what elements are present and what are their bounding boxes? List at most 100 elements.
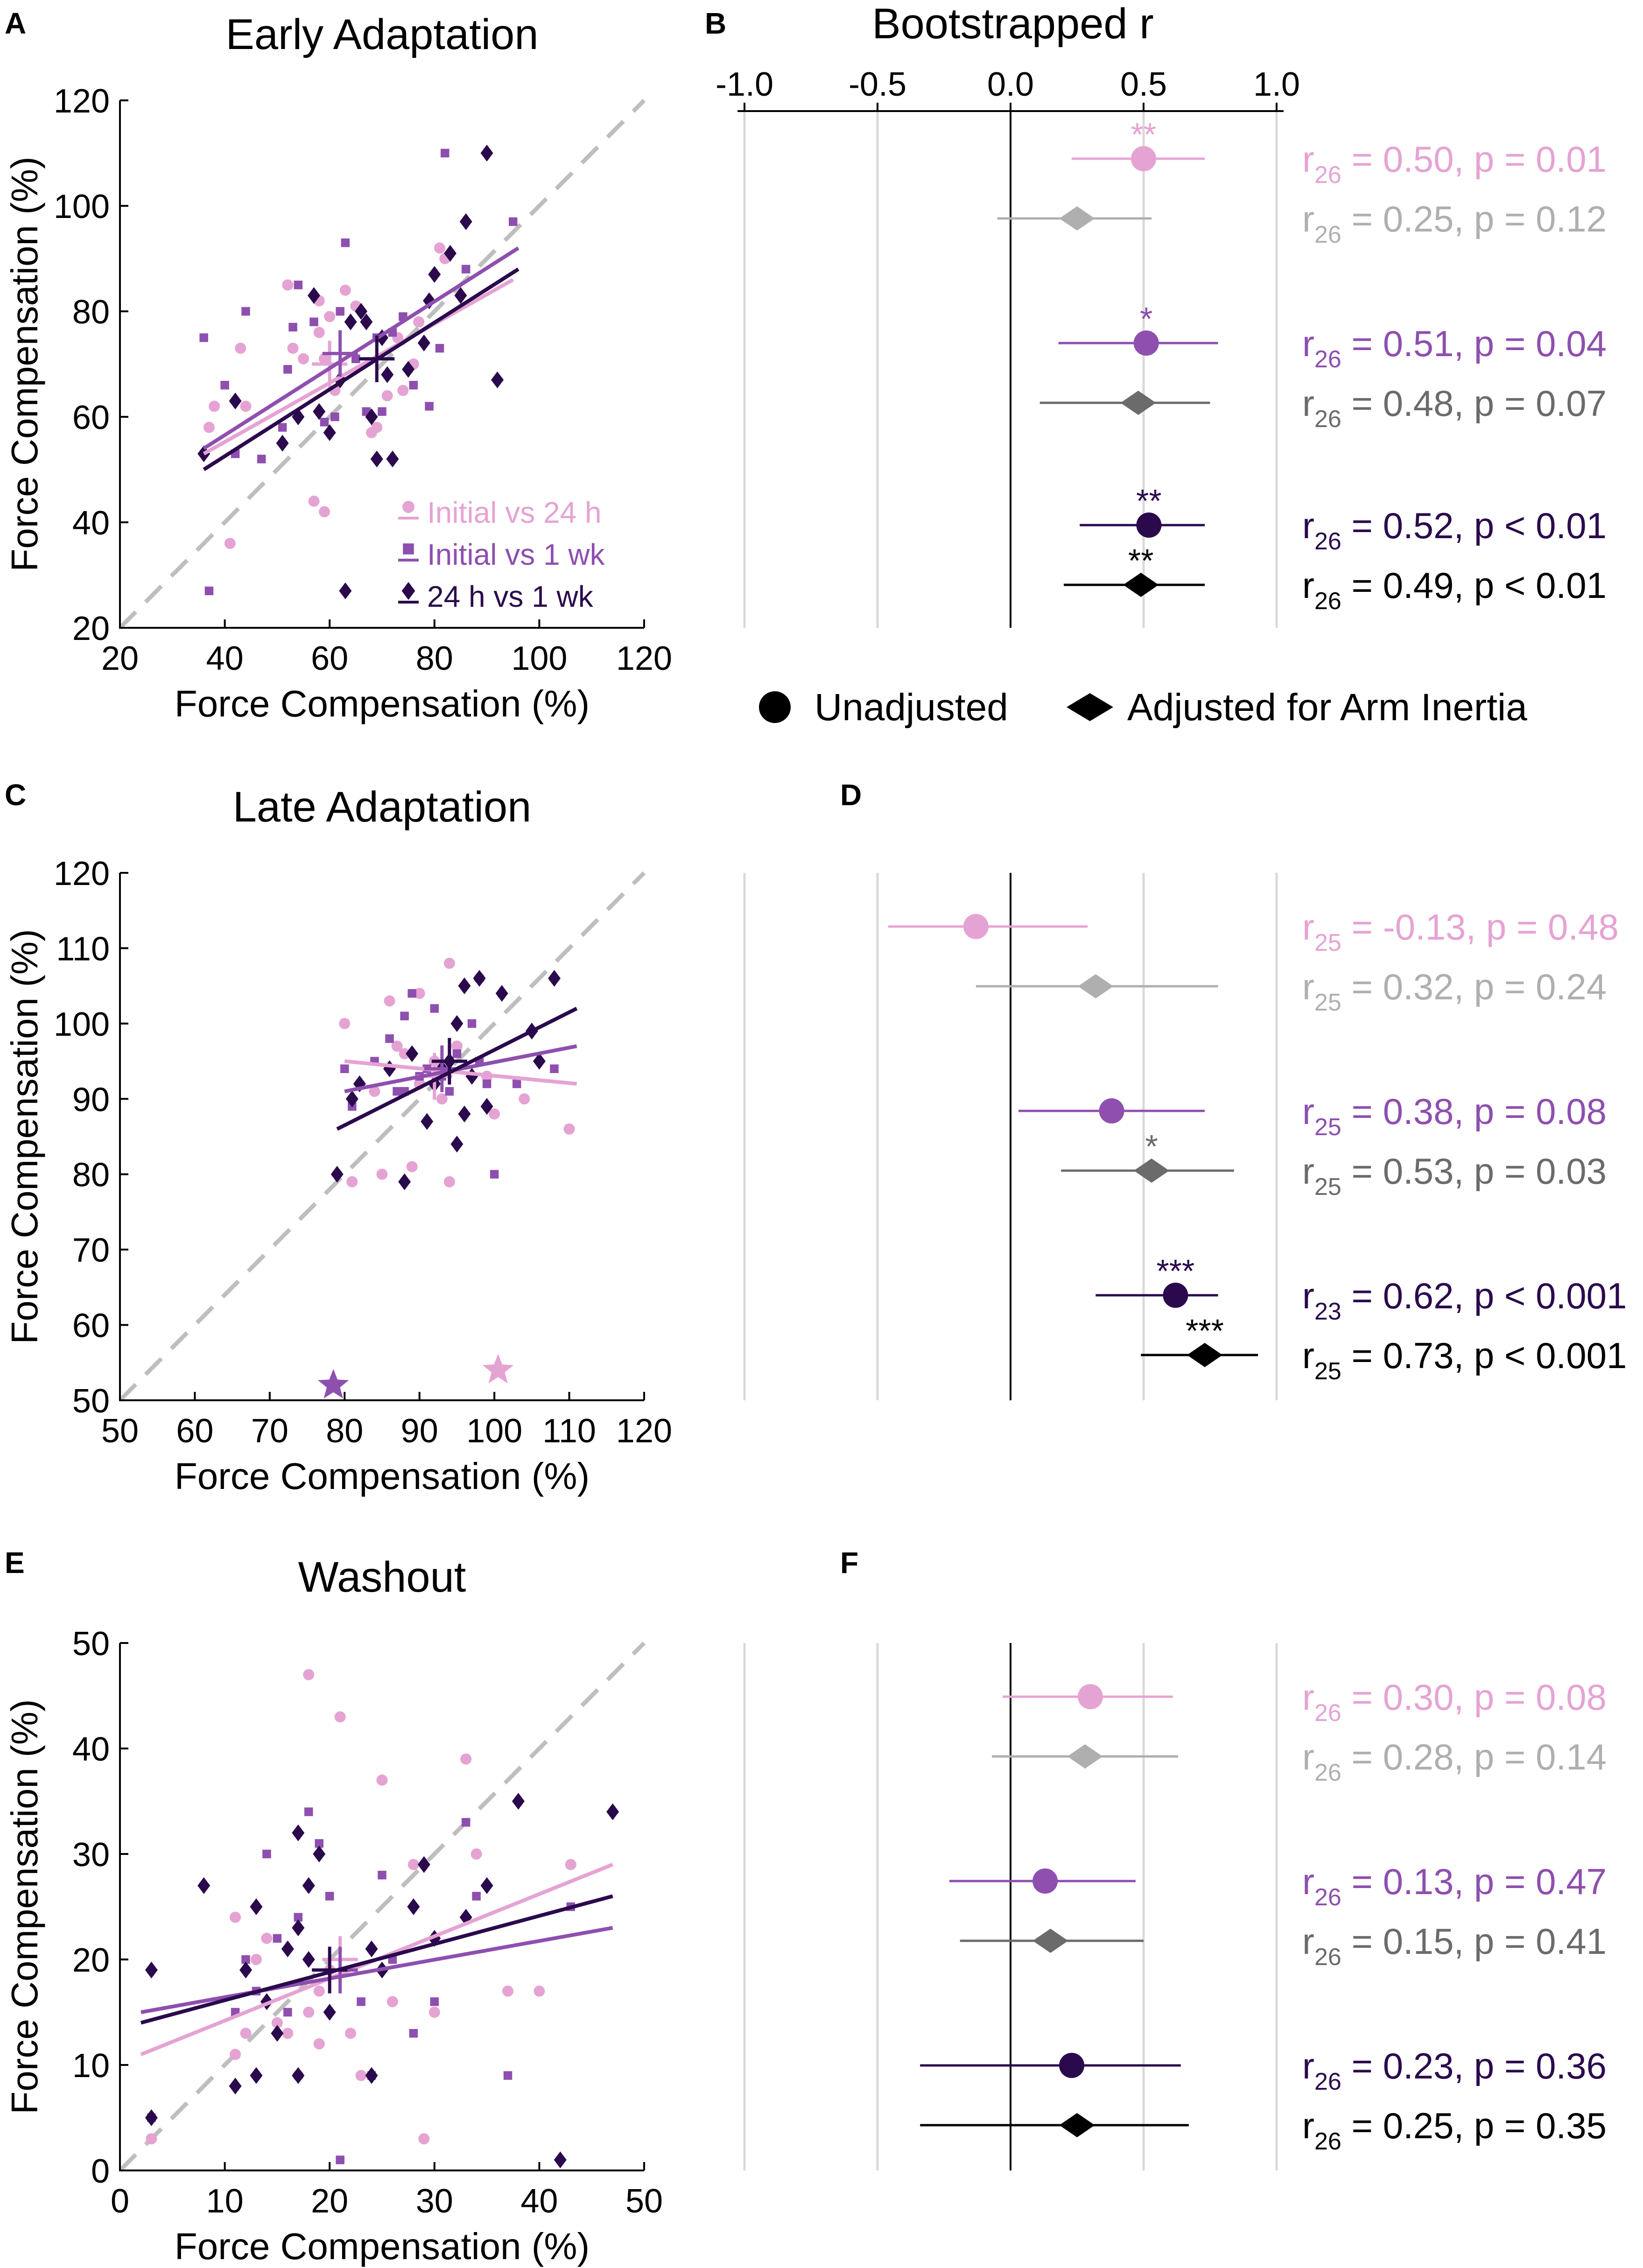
data-point	[271, 2025, 284, 2042]
data-point	[360, 313, 373, 330]
stat-label: r26 = 0.23, p = 0.36	[1302, 2045, 1607, 2095]
outlier-point	[482, 1354, 514, 1383]
data-point	[341, 238, 350, 247]
panel-letter-e: E	[5, 1546, 25, 1580]
y-axis-label: Force Compensation (%)	[4, 929, 45, 1344]
data-point	[381, 366, 394, 383]
data-point	[383, 1060, 396, 1077]
data-point	[495, 985, 508, 1002]
data-point	[351, 354, 360, 363]
x-tick-label: 1.0	[1253, 66, 1300, 103]
data-point	[229, 2078, 242, 2095]
significance-stars: ***	[1186, 1313, 1224, 1349]
y-tick-label: 80	[72, 1157, 110, 1194]
legend-adjusted: Adjusted for Arm Inertia	[1127, 686, 1527, 729]
data-point	[385, 1034, 394, 1043]
series-initial-vs-1-wk	[147, 1807, 576, 2164]
data-point	[323, 424, 336, 441]
data-point	[459, 213, 472, 230]
stat-df: 26	[1314, 1699, 1341, 1727]
legend-label: 24 h vs 1 wk	[427, 580, 594, 613]
data-point	[271, 2017, 283, 2029]
data-point	[490, 1170, 499, 1179]
forest-row: r25 = 0.32, p = 0.24	[976, 966, 1607, 1016]
data-point	[318, 353, 330, 365]
stat-r: r	[1302, 1677, 1314, 1718]
y-tick-label: 100	[54, 188, 110, 225]
x-tick-label: 0	[111, 2183, 129, 2220]
data-point	[203, 421, 215, 433]
y-tick-label: 10	[72, 2047, 110, 2085]
identity-line	[118, 871, 646, 1402]
x-tick-label: 40	[206, 640, 244, 677]
x-tick-label: 80	[326, 1412, 363, 1450]
forest-panel-b: Bootstrapped r-1.0 -0.5 0.0 0.5 1.0**r26 = 0…	[716, 0, 1607, 628]
stat-r: r	[1302, 2045, 1314, 2086]
data-point	[204, 586, 214, 596]
estimate-marker	[1032, 1868, 1058, 1894]
regression-line	[140, 1926, 613, 2014]
data-point	[443, 1176, 455, 1187]
data-point	[229, 393, 242, 410]
forest-row: ** r26 = 0.52, p < 0.01	[1080, 483, 1607, 555]
stat-value: = 0.48, p = 0.07	[1341, 383, 1607, 424]
x-tick-label: 30	[416, 2183, 453, 2220]
data-point	[430, 1004, 439, 1013]
data-point	[369, 1086, 380, 1097]
significance-stars: **	[1128, 542, 1153, 579]
data-point	[292, 1919, 305, 1937]
data-point	[241, 307, 250, 316]
data-point	[467, 1019, 477, 1028]
x-tick-label: 80	[416, 640, 453, 677]
panel-letter-b: B	[705, 7, 726, 40]
data-point	[398, 1173, 411, 1190]
data-point	[421, 1113, 434, 1130]
stat-r: r	[1302, 565, 1314, 606]
data-point	[145, 1961, 158, 1979]
data-point	[339, 284, 351, 296]
stat-df: 26	[1314, 2128, 1341, 2155]
data-point	[435, 344, 444, 353]
forest-row: ** r26 = 0.50, p = 0.01	[1072, 116, 1607, 189]
chart-title: Early Adaptation	[225, 11, 538, 58]
stat-r: r	[1302, 906, 1314, 948]
data-point	[417, 1856, 430, 1873]
stat-label: r26 = 0.25, p = 0.12	[1302, 198, 1607, 248]
stat-label: r25 = 0.38, p = 0.08	[1302, 1091, 1607, 1141]
x-tick-label: 20	[311, 2183, 348, 2220]
stat-r: r	[1302, 2105, 1314, 2146]
y-axis-label: Force Compensation (%)	[4, 1699, 45, 2114]
forest-row: * r25 = 0.53, p = 0.03	[1061, 1128, 1607, 1201]
y-tick-label: 20	[72, 1942, 110, 1979]
regression-line	[203, 246, 520, 450]
stat-label: r26 = 0.30, p = 0.08	[1302, 1677, 1607, 1727]
stat-r: r	[1302, 139, 1314, 180]
data-point	[409, 2029, 418, 2038]
data-point	[461, 1818, 470, 1827]
data-point	[452, 1049, 462, 1058]
stat-df: 25	[1314, 1358, 1341, 1385]
x-axis-label: Force Compensation (%)	[175, 2226, 590, 2267]
y-tick-label: 90	[72, 1081, 110, 1118]
data-point	[365, 408, 378, 425]
data-point	[436, 1093, 448, 1105]
data-point	[503, 2071, 513, 2080]
data-point	[554, 2151, 567, 2169]
data-point	[292, 1824, 305, 1841]
data-point	[261, 1932, 273, 1944]
forest-row: r26 = 0.13, p = 0.47	[949, 1861, 1607, 1911]
legend-marker	[403, 543, 414, 555]
data-point	[146, 2133, 157, 2145]
regression-line	[140, 1894, 613, 2025]
regression-line	[344, 1059, 577, 1086]
forest-row: *** r23 = 0.62, p < 0.001	[1095, 1253, 1627, 1325]
estimate-marker	[1059, 2113, 1095, 2137]
data-point	[443, 957, 455, 969]
stat-label: r23 = 0.62, p < 0.001	[1302, 1275, 1627, 1325]
data-point	[230, 1911, 241, 1923]
series-initial-vs-1-wk	[199, 148, 518, 596]
data-point	[406, 1161, 418, 1173]
forest-row: * r26 = 0.51, p = 0.04	[1058, 301, 1607, 373]
forest-row: ** r26 = 0.49, p < 0.01	[1064, 542, 1607, 615]
